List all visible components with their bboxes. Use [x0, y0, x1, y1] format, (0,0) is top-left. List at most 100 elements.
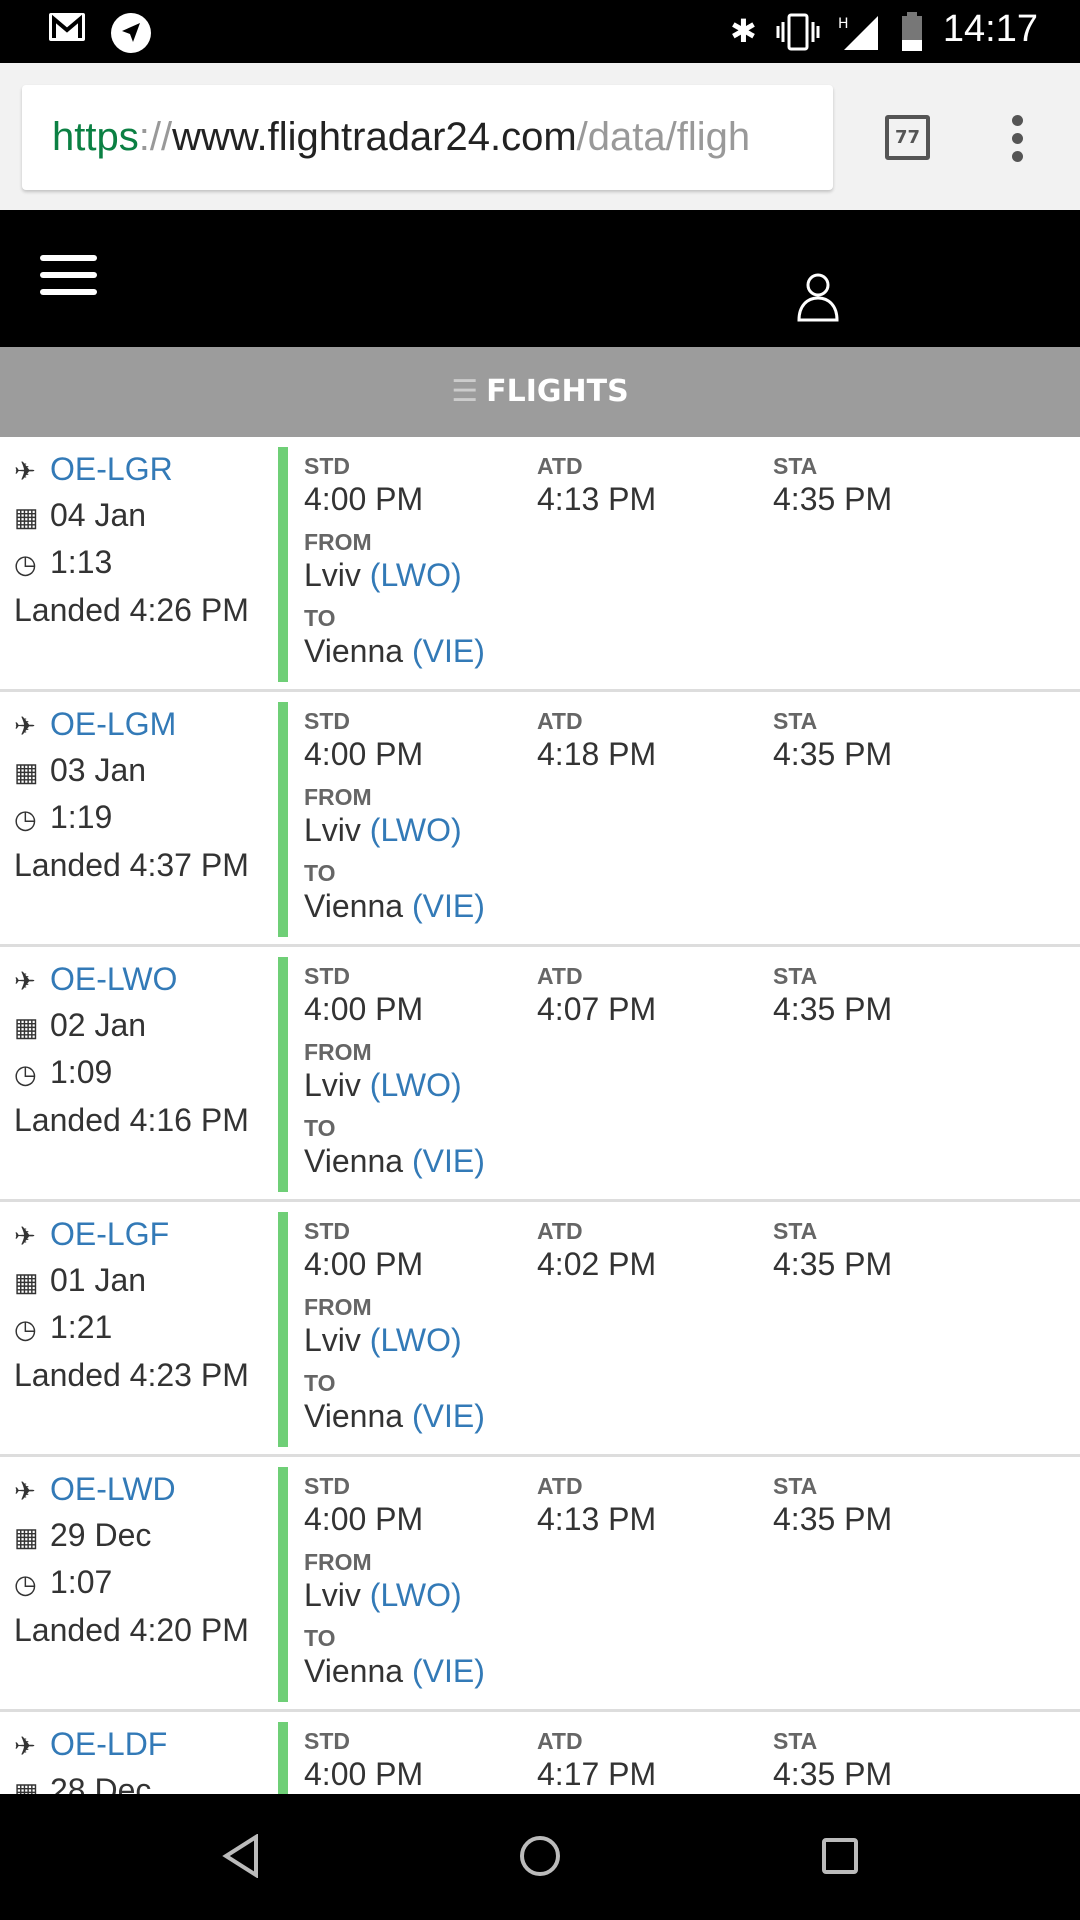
flight-duration: ◷ 1:09	[14, 1054, 113, 1090]
back-icon[interactable]	[222, 1834, 260, 1878]
clock-icon: ◷	[14, 1314, 37, 1344]
origin-airport-link[interactable]: (LWO)	[369, 1322, 462, 1358]
std-value: 4:00 PM	[304, 1246, 424, 1282]
to-label: TO	[304, 1370, 336, 1396]
atd-value: 4:18 PM	[537, 736, 657, 772]
registration-link[interactable]: ✈ OE-LDF	[14, 1726, 168, 1762]
atd-label: ATD	[537, 453, 583, 479]
flight-duration: ◷ 1:13	[14, 544, 113, 580]
gmail-icon	[48, 12, 86, 50]
atd-value: 4:17 PM	[537, 1756, 657, 1792]
destination: Vienna (VIE)	[304, 1653, 485, 1689]
flight-date: ▦ 01 Jan	[14, 1262, 147, 1298]
flight-row[interactable]: ✈ OE-LGR ▦ 04 Jan ◷ 1:13 Landed 4:26 PM STD…	[0, 437, 1080, 692]
origin-airport-link[interactable]: (LWO)	[369, 812, 462, 848]
flight-row[interactable]: ✈ OE-LWD ▦ 29 Dec ◷ 1:07 Landed 4:20 PM STD…	[0, 1457, 1080, 1712]
registration-link[interactable]: ✈ OE-LWD	[14, 1471, 176, 1507]
sta-label: STA	[773, 963, 818, 989]
registration-link[interactable]: ✈ OE-LWO	[14, 961, 178, 997]
registration-link[interactable]: ✈ OE-LGM	[14, 706, 177, 742]
flight-status: Landed 4:20 PM	[14, 1612, 249, 1648]
registration-link[interactable]: ✈ OE-LGF	[14, 1216, 170, 1252]
sta-label: STA	[773, 708, 818, 734]
home-icon[interactable]	[518, 1834, 562, 1878]
plane-icon: ✈	[14, 1731, 36, 1761]
status-bar-indicator	[278, 1467, 288, 1702]
destination: Vienna (VIE)	[304, 888, 485, 924]
flight-date: ▦ 02 Jan	[14, 1007, 147, 1043]
user-icon[interactable]	[796, 272, 840, 326]
clock-icon: ◷	[14, 1569, 37, 1599]
atd-label: ATD	[537, 1728, 583, 1754]
sta-value: 4:35 PM	[773, 1246, 893, 1282]
origin: Lviv (LWO)	[304, 557, 462, 593]
atd-label: ATD	[537, 1218, 583, 1244]
std-value: 4:00 PM	[304, 1501, 424, 1537]
clock: 14:17	[942, 8, 1038, 50]
status-bar-indicator	[278, 1212, 288, 1447]
destination: Vienna (VIE)	[304, 1143, 485, 1179]
site-header	[0, 210, 1080, 347]
status-bar-indicator	[278, 1722, 288, 1794]
to-label: TO	[304, 605, 336, 631]
tab-switcher-button[interactable]: 77	[885, 115, 930, 160]
destination-airport-link[interactable]: (VIE)	[411, 1653, 485, 1689]
destination-airport-link[interactable]: (VIE)	[411, 1398, 485, 1434]
sta-label: STA	[773, 1728, 818, 1754]
origin-airport-link[interactable]: (LWO)	[369, 1067, 462, 1103]
sta-value: 4:35 PM	[773, 481, 893, 517]
flight-row[interactable]: ✈ OE-LGF ▦ 01 Jan ◷ 1:21 Landed 4:23 PM STD…	[0, 1202, 1080, 1457]
origin-airport-link[interactable]: (LWO)	[369, 1577, 462, 1613]
calendar-icon: ▦	[14, 1522, 39, 1552]
flight-duration: ◷ 1:19	[14, 799, 113, 835]
sta-value: 4:35 PM	[773, 736, 893, 772]
list-icon: ☰	[451, 374, 479, 409]
destination-airport-link[interactable]: (VIE)	[411, 888, 485, 924]
flight-status: Landed 4:16 PM	[14, 1102, 249, 1138]
destination-airport-link[interactable]: (VIE)	[411, 633, 485, 669]
sta-value: 4:35 PM	[773, 1501, 893, 1537]
flight-status: Landed 4:37 PM	[14, 847, 249, 883]
navigation-icon	[110, 12, 152, 53]
flight-status: Landed 4:23 PM	[14, 1357, 249, 1393]
flight-row[interactable]: ✈ OE-LGM ▦ 03 Jan ◷ 1:19 Landed 4:37 PM STD…	[0, 692, 1080, 947]
origin: Lviv (LWO)	[304, 1067, 462, 1103]
calendar-icon: ▦	[14, 1777, 39, 1794]
sta-value: 4:35 PM	[773, 991, 893, 1027]
recents-icon[interactable]	[820, 1836, 860, 1876]
atd-value: 4:02 PM	[537, 1246, 657, 1282]
std-label: STD	[304, 1728, 350, 1754]
status-bar: ✱ H 14:17	[0, 0, 1080, 63]
std-label: STD	[304, 1218, 350, 1244]
hamburger-menu-icon[interactable]	[40, 255, 97, 306]
plane-icon: ✈	[14, 1221, 36, 1251]
sta-label: STA	[773, 1473, 818, 1499]
atd-label: ATD	[537, 708, 583, 734]
std-label: STD	[304, 708, 350, 734]
from-label: FROM	[304, 1294, 372, 1320]
flight-duration: ◷ 1:21	[14, 1309, 113, 1345]
sta-label: STA	[773, 1218, 818, 1244]
origin-airport-link[interactable]: (LWO)	[369, 557, 462, 593]
registration-link[interactable]: ✈ OE-LGR	[14, 451, 173, 487]
std-value: 4:00 PM	[304, 736, 424, 772]
more-menu-icon[interactable]	[1010, 115, 1026, 169]
std-value: 4:00 PM	[304, 991, 424, 1027]
browser-toolbar: https://www.flightradar24.com/data/fligh…	[0, 63, 1080, 210]
plane-icon: ✈	[14, 1476, 36, 1506]
flight-row[interactable]: ✈OE-LDF ▦28 Dec ◷1:12 Landed 4:28 PM STD…	[0, 1712, 1080, 1794]
flight-list[interactable]: ✈ OE-LGR ▦ 04 Jan ◷ 1:13 Landed 4:26 PM STD…	[0, 437, 1080, 1794]
destination: Vienna (VIE)	[304, 633, 485, 669]
std-value: 4:00 PM	[304, 481, 424, 517]
bluetooth-icon: ✱	[730, 12, 757, 50]
destination-airport-link[interactable]: (VIE)	[411, 1143, 485, 1179]
to-label: TO	[304, 1625, 336, 1651]
flight-row[interactable]: ✈ OE-LWO ▦ 02 Jan ◷ 1:09 Landed 4:16 PM STD…	[0, 947, 1080, 1202]
flights-section-tab[interactable]: ☰ FLIGHTS	[0, 347, 1080, 437]
url-bar[interactable]: https://www.flightradar24.com/data/fligh	[22, 85, 833, 190]
svg-text:H: H	[838, 16, 849, 32]
plane-icon: ✈	[14, 711, 36, 741]
flight-status: Landed 4:26 PM	[14, 592, 249, 628]
from-label: FROM	[304, 529, 372, 555]
status-bar-indicator	[278, 957, 288, 1192]
